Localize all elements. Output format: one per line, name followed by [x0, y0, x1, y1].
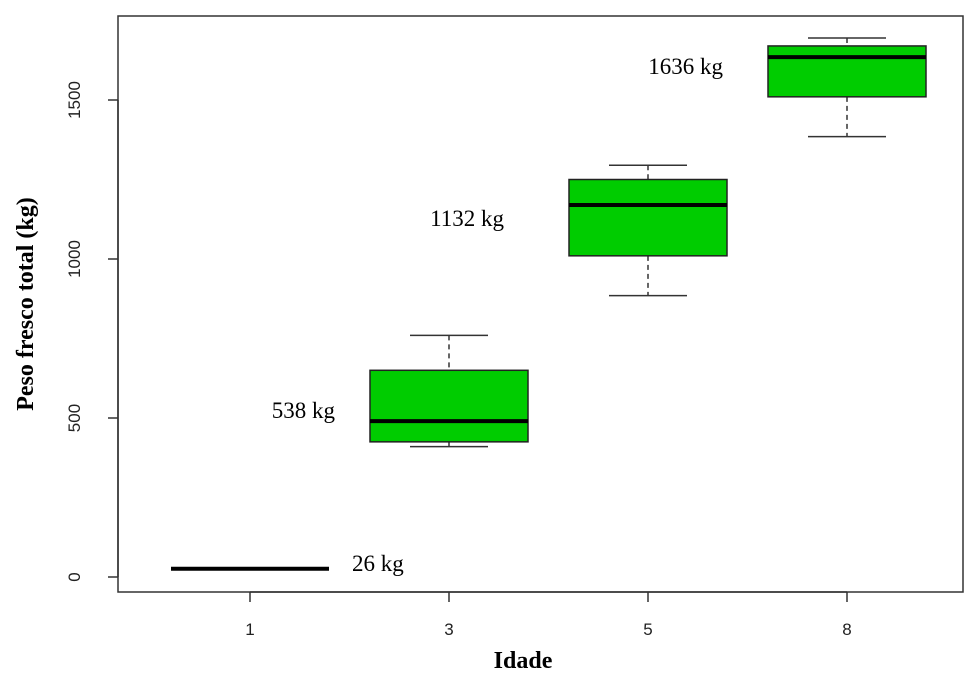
y-axis: 0 500 1000 1500 [65, 81, 119, 582]
box-rect [568, 178, 728, 257]
x-tick-label: 3 [444, 620, 453, 639]
annotation-8: 1636 kg [648, 54, 723, 79]
box-3 [369, 334, 529, 448]
x-tick-label: 5 [643, 620, 652, 639]
box-rect [369, 369, 529, 443]
box-rect [767, 45, 927, 98]
x-axis-title: Idade [494, 648, 553, 673]
x-tick-label: 1 [245, 620, 254, 639]
annotation-5: 1132 kg [430, 206, 504, 231]
plot-frame [117, 15, 964, 593]
annotation-3: 538 kg [272, 398, 336, 423]
annotations: 26 kg 538 kg 1132 kg 1636 kg [272, 54, 724, 576]
box-5 [568, 164, 728, 297]
y-tick-label: 1000 [65, 240, 84, 278]
y-tick-label: 1500 [65, 81, 84, 119]
x-axis: 1 3 5 8 [245, 591, 852, 639]
annotation-1: 26 kg [352, 551, 404, 576]
y-axis-title: Peso fresco total (kg) [13, 197, 39, 411]
y-tick-label: 500 [65, 404, 84, 432]
x-tick-label: 8 [842, 620, 851, 639]
box-8 [767, 37, 927, 138]
y-tick-label: 0 [65, 572, 84, 581]
boxes [171, 37, 927, 571]
